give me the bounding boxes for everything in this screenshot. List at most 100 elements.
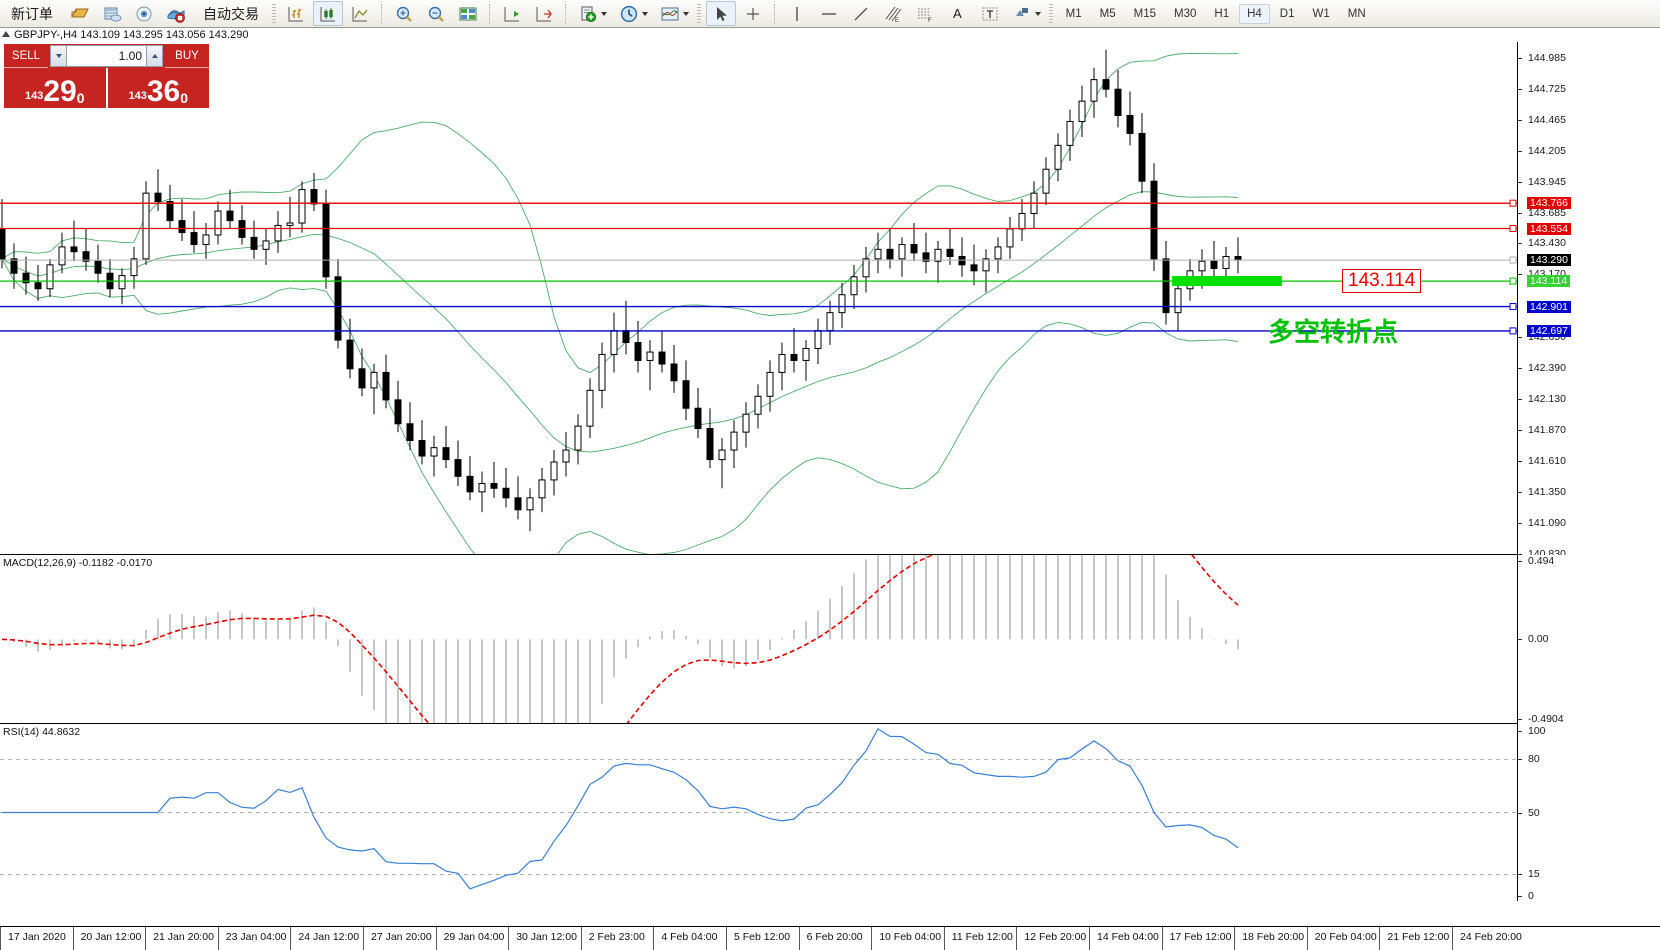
timeframe-m30-button[interactable]: M30 <box>1174 7 1197 20</box>
trendline-icon[interactable] <box>846 1 876 26</box>
macd-plot[interactable] <box>0 555 1518 723</box>
shapes-icon[interactable] <box>1007 1 1046 26</box>
timeframe-mn-button[interactable]: MN <box>1347 7 1366 20</box>
price-level-value: 143.114 <box>1527 275 1571 288</box>
crosshair-icon[interactable] <box>738 1 768 26</box>
price-tick: 143.945 <box>1518 176 1660 188</box>
chart-area[interactable]: 143.114 多空转折点 144.985 144.725 144.465 144.2… <box>0 42 1660 926</box>
navigator-icon[interactable] <box>129 1 159 26</box>
autotrade-button[interactable]: 自动交易 <box>193 1 269 26</box>
bar-chart-icon[interactable] <box>281 1 311 26</box>
timeframe-m1-button[interactable]: M1 <box>1065 7 1082 20</box>
timeframe-d1-button[interactable]: D1 <box>1279 7 1295 20</box>
template-icon[interactable] <box>573 1 612 26</box>
candlestick-icon[interactable] <box>313 1 343 26</box>
volume-increase-button[interactable] <box>146 45 163 67</box>
chevron-down-icon-2[interactable] <box>642 11 648 16</box>
zoom-in-icon[interactable] <box>389 1 419 26</box>
vertical-line-icon[interactable] <box>782 1 812 26</box>
autotrade-icon[interactable] <box>161 1 191 26</box>
buy-price-prefix: 143 <box>128 90 147 102</box>
data-window-icon[interactable] <box>97 1 127 26</box>
timeframe-w1-button[interactable]: W1 <box>1312 7 1330 20</box>
buy-price-point: 0 <box>180 90 189 106</box>
macd-tick: -0.4904 <box>1518 713 1660 725</box>
indicators-icon[interactable] <box>655 1 694 26</box>
toolbar-separator <box>381 3 383 24</box>
rsi-scale[interactable]: 100 80 50 15 0 <box>1517 724 1660 902</box>
horizontal-line-icon[interactable] <box>814 1 844 26</box>
time-tick <box>943 927 945 950</box>
price-level-label[interactable]: 142.697 <box>1518 324 1660 337</box>
price-level-label[interactable]: 143.290 <box>1518 254 1660 267</box>
price-tick: 142.390 <box>1518 362 1660 374</box>
autoscroll-icon[interactable] <box>529 1 559 26</box>
zoom-out-icon[interactable] <box>421 1 451 26</box>
grid-icon[interactable] <box>453 1 483 26</box>
price-plot[interactable]: 143.114 多空转折点 <box>0 42 1518 554</box>
time-label: 18 Feb 20:00 <box>1242 931 1305 943</box>
price-tick: 144.725 <box>1518 83 1660 95</box>
time-axis[interactable]: 17 Jan 2020 20 Jan 12:00 21 Jan 20:00 23 Ja… <box>0 926 1660 950</box>
time-tick <box>798 927 800 950</box>
sell-button[interactable]: SELL <box>4 44 48 68</box>
sell-price[interactable]: 143 29 0 <box>4 68 106 108</box>
price-scale[interactable]: 144.985 144.725 144.465 144.205 143.945 143.6… <box>1517 42 1660 560</box>
timeframe-m5-button[interactable]: M5 <box>1099 7 1116 20</box>
price-tick: 141.870 <box>1518 424 1660 436</box>
one-click-trading-panel[interactable]: SELL 1.00 BUY 143 29 0 143 36 0 <box>4 44 209 108</box>
price-level-label[interactable]: 143.766 <box>1518 197 1660 210</box>
price-level-label[interactable]: 142.901 <box>1518 300 1660 313</box>
line-chart-icon[interactable] <box>345 1 375 26</box>
trade-panel-quotes: 143 29 0 143 36 0 <box>4 68 209 108</box>
new-order-button[interactable]: 新订单 <box>1 1 63 26</box>
volume-stepper[interactable]: 1.00 <box>48 44 165 68</box>
chevron-down-icon[interactable] <box>601 11 607 16</box>
time-tick <box>0 927 1 950</box>
macd-series <box>1 555 1239 723</box>
new-order-label: 新订单 <box>11 5 53 22</box>
rsi-pane[interactable]: RSI(14) 44.8632 100 80 50 15 0 <box>0 724 1660 902</box>
period-icon[interactable] <box>614 1 653 26</box>
timeframe-h1-button[interactable]: H1 <box>1214 7 1230 20</box>
buy-button[interactable]: BUY <box>165 44 209 68</box>
price-tick: 143.685 <box>1518 207 1660 219</box>
volume-input[interactable]: 1.00 <box>67 45 146 67</box>
fibonacci-icon[interactable]: F <box>910 1 940 26</box>
time-tick <box>1452 927 1453 950</box>
cursor-icon[interactable] <box>706 1 736 26</box>
macd-pane[interactable]: MACD(12,26,9) -0.1182 -0.0170 0.494 0.00 -… <box>0 555 1660 725</box>
time-tick <box>290 927 292 950</box>
shift-icon[interactable] <box>497 1 527 26</box>
timeframe-m15-button[interactable]: M15 <box>1133 7 1157 20</box>
text-icon[interactable]: A <box>953 6 962 21</box>
toolbar-grip[interactable] <box>272 4 276 23</box>
time-tick <box>653 927 655 950</box>
pane-separator-2 <box>0 723 1518 724</box>
time-label: 24 Jan 12:00 <box>298 931 360 943</box>
chevron-down-icon-3[interactable] <box>683 11 689 16</box>
macd-label: MACD(12,26,9) -0.1182 -0.0170 <box>3 557 153 569</box>
toolbar-grip-2[interactable] <box>697 4 701 23</box>
time-label: 21 Feb 12:00 <box>1387 931 1450 943</box>
price-level-label[interactable]: 143.554 <box>1518 222 1660 235</box>
collapse-triangle-icon[interactable] <box>2 30 10 37</box>
rsi-plot[interactable] <box>0 724 1518 901</box>
folder-icon[interactable] <box>65 1 95 26</box>
time-label: 20 Jan 12:00 <box>80 931 142 943</box>
macd-tick: 0.494 <box>1518 555 1660 567</box>
price-level-label[interactable]: 143.114 <box>1518 275 1660 288</box>
timeframe-h4-button[interactable]: H4 <box>1239 3 1270 24</box>
buy-price[interactable]: 143 36 0 <box>107 68 209 108</box>
chevron-down-icon-4[interactable] <box>1034 11 1041 16</box>
macd-scale[interactable]: 0.494 0.00 -0.4904 <box>1517 555 1660 725</box>
time-label: 4 Feb 04:00 <box>661 931 718 943</box>
main-toolbar: 新订单 自动交易 <box>0 0 1660 28</box>
price-pane[interactable]: 143.114 多空转折点 144.985 144.725 144.465 144.2… <box>0 42 1660 560</box>
toolbar-grip-3[interactable] <box>1048 4 1053 23</box>
label-icon[interactable] <box>975 1 1005 26</box>
price-tick: 141.350 <box>1518 486 1660 498</box>
equidistant-channel-icon[interactable]: E <box>878 1 908 26</box>
time-label: 27 Jan 20:00 <box>371 931 432 943</box>
volume-decrease-button[interactable] <box>50 45 67 67</box>
